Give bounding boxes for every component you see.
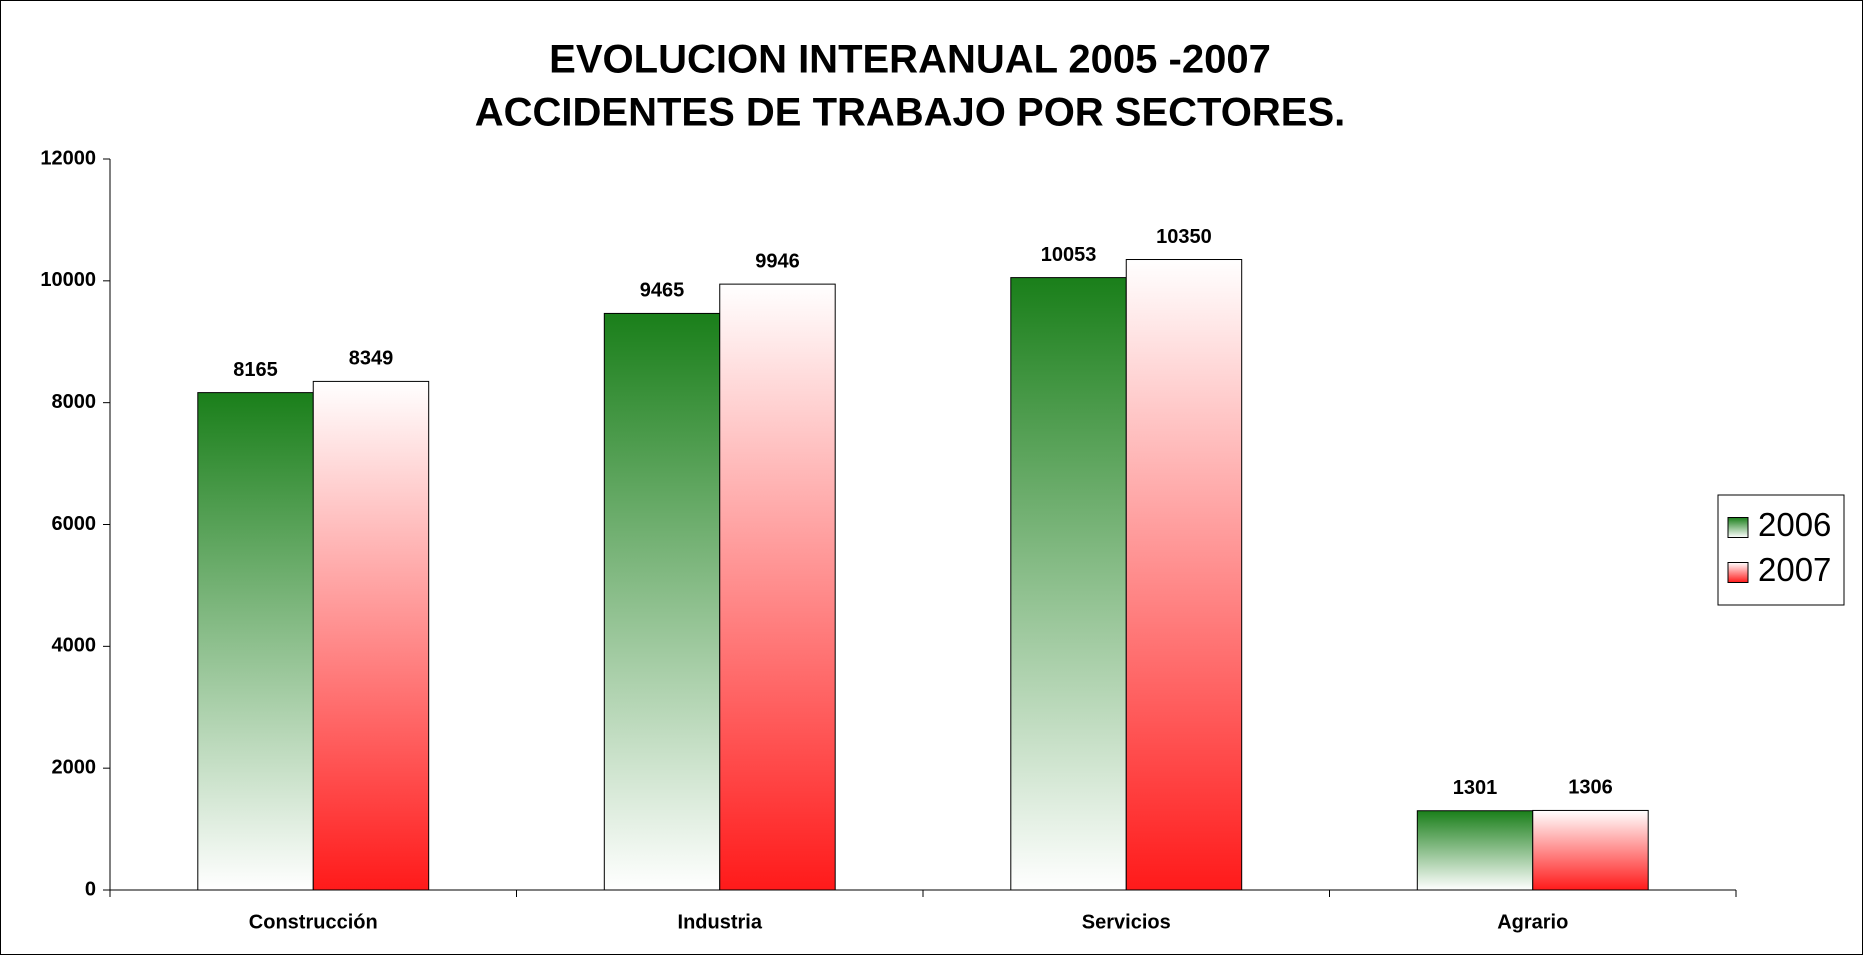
- y-tick-label: 4000: [52, 635, 97, 657]
- y-tick-label: 10000: [40, 269, 96, 291]
- data-label: 8349: [349, 348, 394, 370]
- data-label: 10350: [1156, 226, 1212, 248]
- legend-swatch: [1727, 562, 1749, 583]
- data-label: 1301: [1453, 777, 1498, 799]
- bar: [312, 380, 430, 891]
- x-tick-label: Industria: [678, 911, 763, 933]
- data-label: 10053: [1041, 244, 1097, 266]
- legend-box: [1717, 494, 1845, 606]
- x-tick-label: Agrario: [1497, 911, 1568, 933]
- chart-title: EVOLUCION INTERANUAL 2005 -2007: [549, 38, 1271, 82]
- bar: [197, 392, 314, 891]
- y-tick-label: 6000: [52, 513, 97, 535]
- y-tick-label: 0: [85, 878, 96, 900]
- data-label: 9946: [755, 250, 800, 272]
- bar: [603, 312, 721, 891]
- bar: [1532, 809, 1649, 891]
- x-tick-label: Servicios: [1082, 911, 1171, 933]
- bar: [1416, 810, 1534, 891]
- legend-label: 2007: [1758, 551, 1831, 588]
- bar: [1125, 259, 1243, 891]
- y-tick-label: 12000: [40, 147, 96, 169]
- data-label: 1306: [1568, 777, 1613, 799]
- bar: [1010, 277, 1127, 891]
- legend-swatch: [1727, 517, 1749, 538]
- y-tick-label: 8000: [52, 391, 97, 413]
- x-tick-label: Construcción: [249, 911, 378, 933]
- data-label: 8165: [233, 359, 278, 381]
- bar: [719, 283, 836, 891]
- chart-title: ACCIDENTES DE TRABAJO POR SECTORES.: [475, 91, 1346, 135]
- y-tick-label: 2000: [52, 756, 97, 778]
- legend-label: 2006: [1758, 506, 1831, 543]
- data-label: 9465: [640, 280, 685, 302]
